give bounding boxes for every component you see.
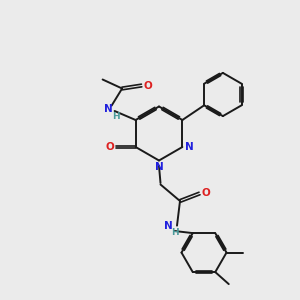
Text: N: N: [154, 162, 164, 172]
Text: O: O: [201, 188, 210, 199]
Text: H: H: [112, 112, 120, 121]
Text: N: N: [104, 103, 113, 114]
Text: O: O: [106, 142, 115, 152]
Text: N: N: [184, 142, 194, 152]
Text: N: N: [164, 220, 173, 231]
Text: O: O: [143, 80, 152, 91]
Text: H: H: [171, 228, 178, 237]
